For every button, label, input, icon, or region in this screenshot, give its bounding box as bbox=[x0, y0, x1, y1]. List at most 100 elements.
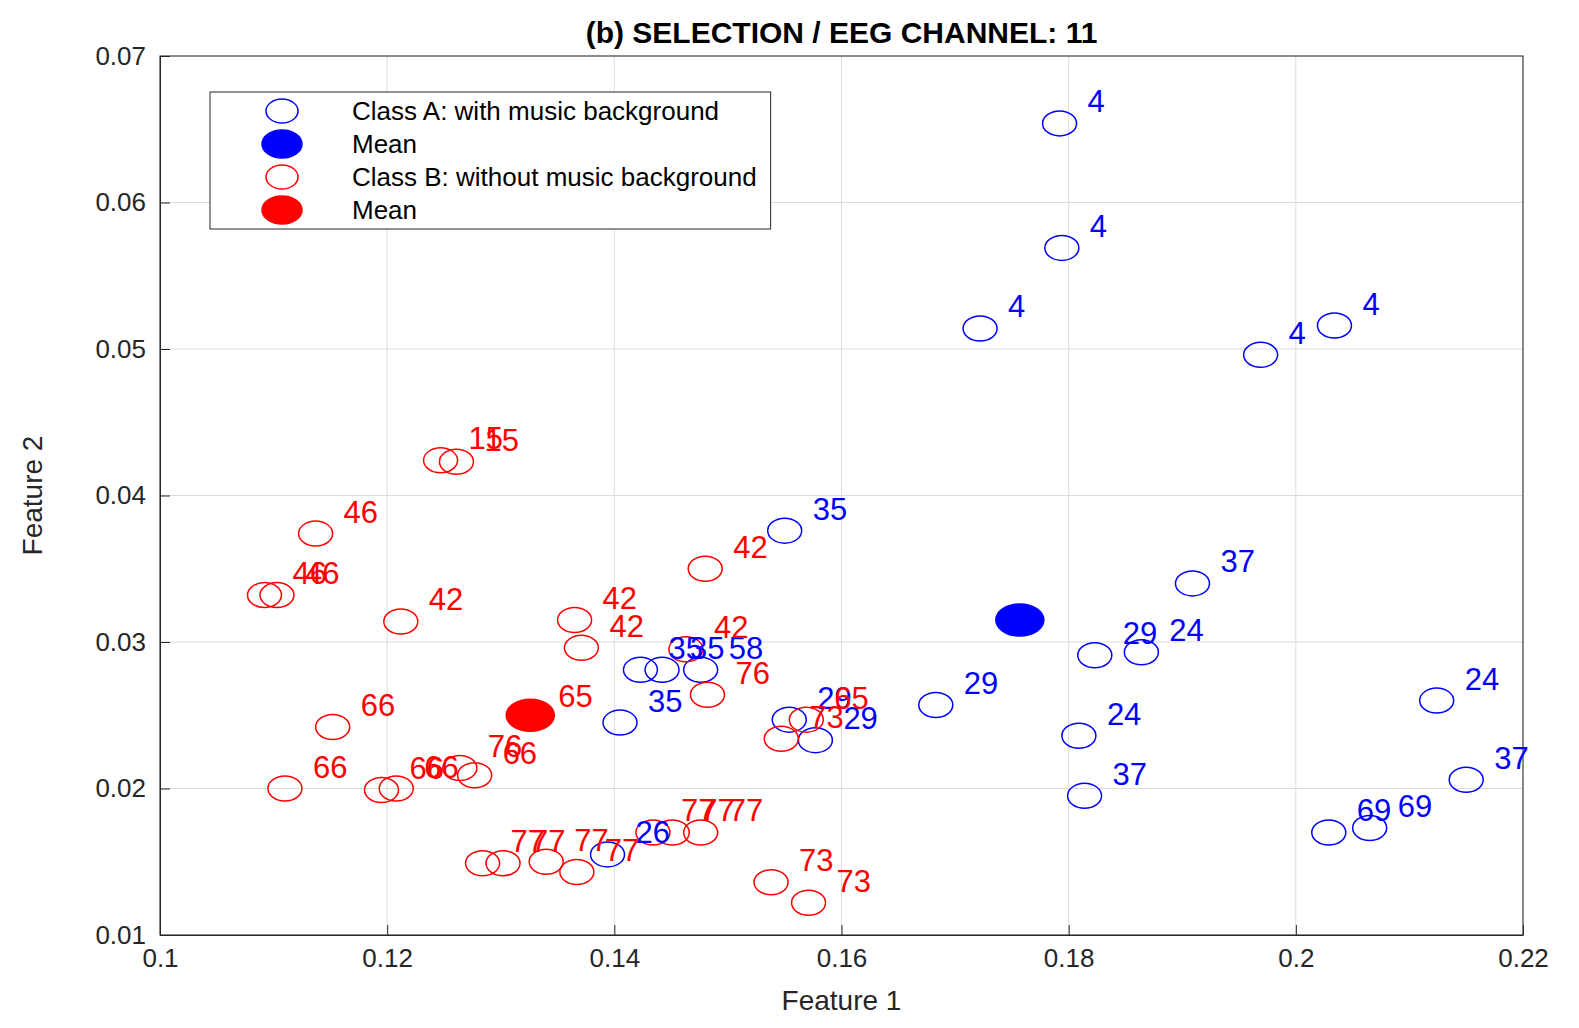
point-label: 73 bbox=[809, 700, 843, 735]
data-point bbox=[1420, 688, 1454, 713]
legend-marker bbox=[262, 196, 302, 224]
chart: 0.10.120.140.160.180.20.220.010.020.030.… bbox=[0, 0, 1579, 1028]
point-label: 24 bbox=[1465, 662, 1499, 697]
point-label: 26 bbox=[636, 815, 670, 850]
point-label: 65 bbox=[558, 679, 592, 714]
data-point bbox=[754, 870, 788, 895]
x-tick: 0.14 bbox=[590, 925, 641, 973]
point-label: 35 bbox=[648, 684, 682, 719]
y-axis: 0.010.020.030.040.050.060.07 bbox=[95, 41, 170, 950]
x-tick: 0.12 bbox=[362, 925, 413, 973]
point-label: 42 bbox=[714, 610, 748, 645]
point-label: 37 bbox=[1220, 544, 1254, 579]
point-label: 69 bbox=[1357, 793, 1391, 828]
x-tick-label: 0.18 bbox=[1044, 943, 1095, 973]
point-label: 35 bbox=[813, 492, 847, 527]
x-tick: 0.18 bbox=[1044, 925, 1095, 973]
data-point bbox=[299, 521, 333, 546]
data-point bbox=[1078, 643, 1112, 668]
legend-marker bbox=[262, 130, 302, 158]
point-label: 73 bbox=[837, 864, 871, 899]
point-label: 77 bbox=[531, 824, 565, 859]
point-label: 77 bbox=[729, 793, 763, 828]
y-tick-mark bbox=[160, 789, 170, 790]
legend-label: Class A: with music background bbox=[352, 96, 719, 126]
point-label: 42 bbox=[609, 609, 643, 644]
data-point bbox=[963, 316, 997, 341]
point-label: 4 bbox=[1088, 84, 1105, 119]
legend-label: Mean bbox=[352, 129, 417, 159]
data-point bbox=[316, 714, 350, 739]
point-label: 76 bbox=[735, 656, 769, 691]
plot-frame bbox=[160, 56, 1523, 935]
y-tick-mark bbox=[160, 203, 170, 204]
point-label: 66 bbox=[313, 750, 347, 785]
point-label: 37 bbox=[1494, 741, 1528, 776]
y-tick: 0.07 bbox=[95, 41, 170, 71]
point-label: 37 bbox=[1113, 757, 1147, 792]
point-label: 69 bbox=[1398, 789, 1432, 824]
y-tick: 0.06 bbox=[95, 187, 170, 217]
grid-line-y bbox=[160, 642, 1523, 643]
data-point bbox=[424, 448, 458, 473]
x-tick-mark bbox=[614, 925, 615, 935]
data-point bbox=[919, 692, 953, 717]
x-tick-mark bbox=[842, 925, 843, 935]
data-point bbox=[623, 657, 657, 682]
y-tick-label: 0.02 bbox=[95, 773, 146, 803]
point-label: 29 bbox=[1123, 616, 1157, 651]
point-label: 42 bbox=[429, 582, 463, 617]
data-point bbox=[1449, 767, 1483, 792]
x-tick-label: 0.12 bbox=[362, 943, 413, 973]
data-point bbox=[268, 776, 302, 801]
x-tick-mark bbox=[1296, 925, 1297, 935]
data-point bbox=[1045, 235, 1079, 260]
data-point bbox=[1317, 313, 1351, 338]
x-tick-label: 0.16 bbox=[817, 943, 868, 973]
y-axis-title: Feature 2 bbox=[17, 436, 48, 556]
data-point bbox=[1312, 820, 1346, 845]
y-tick: 0.02 bbox=[95, 773, 170, 803]
data-point bbox=[690, 682, 724, 707]
y-tick-label: 0.05 bbox=[95, 334, 146, 364]
points bbox=[247, 111, 1483, 915]
y-tick-label: 0.01 bbox=[95, 920, 146, 950]
y-tick-mark bbox=[160, 349, 170, 350]
y-tick: 0.04 bbox=[95, 480, 170, 510]
data-point bbox=[792, 890, 826, 915]
data-point bbox=[564, 635, 598, 660]
point-label: 24 bbox=[1169, 613, 1203, 648]
point-label: 76 bbox=[488, 729, 522, 764]
data-point bbox=[1043, 111, 1077, 136]
data-point bbox=[379, 776, 413, 801]
data-point bbox=[764, 726, 798, 751]
y-tick-mark bbox=[160, 642, 170, 643]
data-point bbox=[466, 851, 500, 876]
mean-point bbox=[996, 604, 1044, 636]
point-label: 4 bbox=[1090, 209, 1107, 244]
y-tick-label: 0.07 bbox=[95, 41, 146, 71]
legend-box bbox=[210, 92, 771, 229]
x-axis-title: Feature 1 bbox=[782, 985, 902, 1016]
data-point bbox=[688, 556, 722, 581]
y-tick-label: 0.06 bbox=[95, 187, 146, 217]
point-label: 29 bbox=[964, 666, 998, 701]
point-label: 42 bbox=[733, 530, 767, 565]
data-point bbox=[1068, 783, 1102, 808]
point-label: 66 bbox=[424, 750, 458, 785]
point-label: 46 bbox=[305, 556, 339, 591]
mean-point bbox=[506, 699, 554, 731]
x-tick-label: 0.1 bbox=[142, 943, 178, 973]
x-tick-mark bbox=[1069, 925, 1070, 935]
data-point bbox=[1062, 723, 1096, 748]
legend-label: Mean bbox=[352, 195, 417, 225]
legend-label: Class B: without music background bbox=[352, 162, 757, 192]
x-tick-label: 0.2 bbox=[1278, 943, 1314, 973]
data-point bbox=[384, 609, 418, 634]
data-point bbox=[260, 583, 294, 608]
data-point bbox=[560, 860, 594, 885]
x-axis: 0.10.120.140.160.180.20.22 bbox=[142, 925, 1548, 973]
point-label: 46 bbox=[344, 495, 378, 530]
point-label: 77 bbox=[574, 823, 608, 858]
point-label: 77 bbox=[605, 833, 639, 868]
